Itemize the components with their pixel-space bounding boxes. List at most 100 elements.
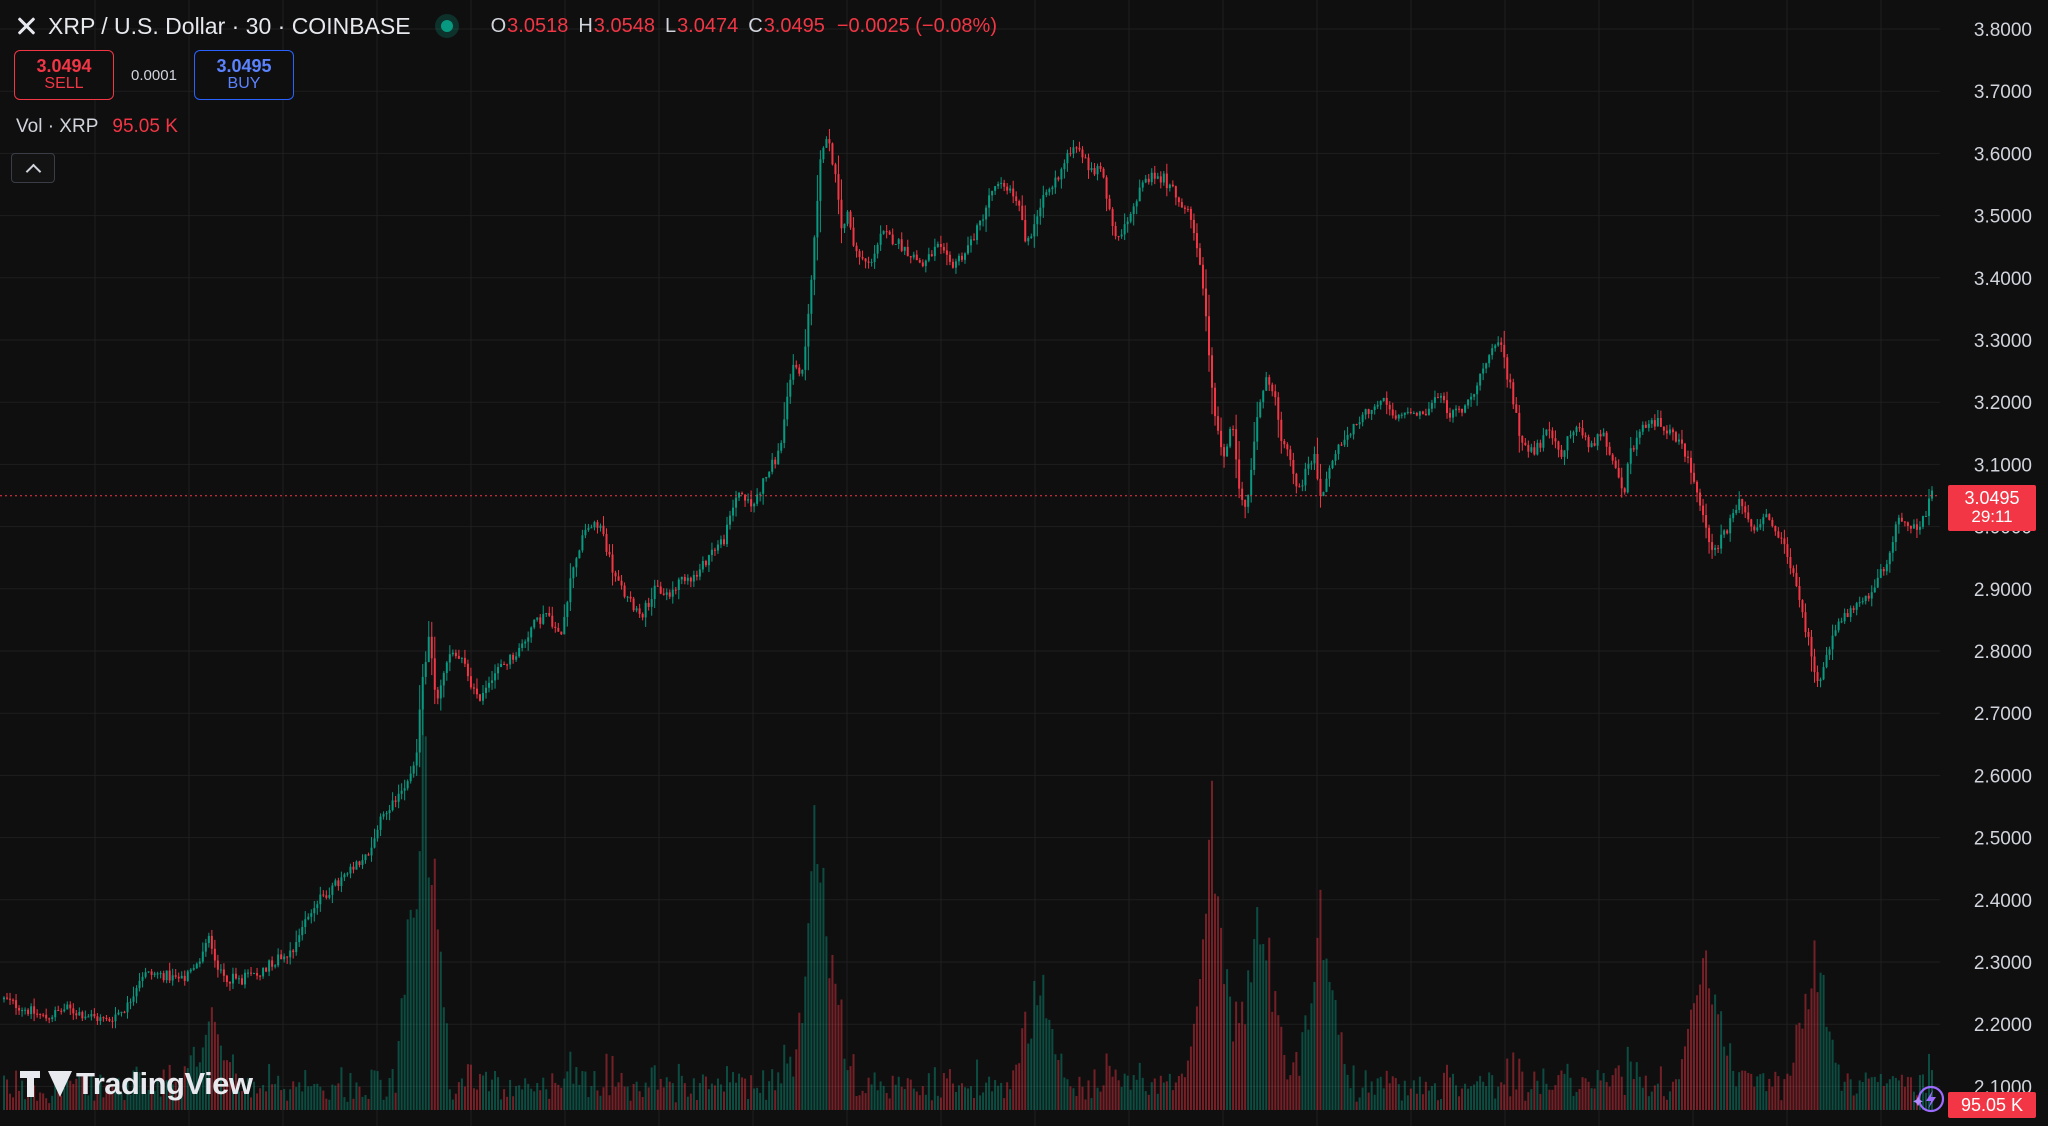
volume-bar (1427, 1090, 1430, 1110)
candle-body (1653, 420, 1656, 427)
candle-body (237, 978, 240, 980)
volume-bar (253, 1081, 256, 1110)
volume-bar (1470, 1086, 1473, 1110)
tradingview-logo[interactable]: TradingView (20, 1066, 253, 1102)
candle-body (1247, 494, 1250, 507)
volume-bar (915, 1091, 918, 1110)
candle-body (994, 186, 997, 191)
volume-bar (174, 1081, 177, 1110)
candle-body (69, 1004, 72, 1009)
volume-bar (1515, 1089, 1518, 1110)
volume-bar (1554, 1085, 1557, 1110)
volume-bar (536, 1082, 539, 1110)
candle-body (1126, 221, 1129, 225)
volume-legend[interactable]: Vol · XRP 95.05 K (16, 116, 178, 138)
candle-body (1536, 442, 1539, 455)
volume-bar (656, 1089, 659, 1110)
candle-body (1208, 316, 1210, 356)
volume-bar (614, 1086, 617, 1110)
volume-bar (1355, 1101, 1358, 1110)
volume-bar (1900, 1074, 1903, 1110)
volume-bar (948, 1069, 951, 1110)
candle-body (732, 507, 735, 516)
volume-bar (759, 1092, 762, 1110)
volume-bar (18, 1090, 21, 1110)
volume-bar (1024, 1011, 1027, 1110)
collapse-legend-button[interactable] (11, 153, 55, 183)
volume-bar (228, 1062, 231, 1110)
volume-bar (976, 1059, 979, 1110)
volume-bar (1680, 1059, 1683, 1110)
volume-bar (957, 1085, 960, 1110)
buy-button[interactable]: 3.0495 BUY (194, 50, 294, 100)
candle-body (807, 313, 810, 347)
price-axis[interactable]: 3.8000 3.7000 3.6000 3.5000 3.4000 3.3000 3.20… (1974, 20, 2032, 1098)
high-value: 3.0548 (593, 14, 655, 37)
volume-bar (1223, 984, 1226, 1110)
candle-body (825, 139, 828, 148)
candle-body (1075, 147, 1078, 149)
volume-bar (753, 1088, 756, 1110)
volume-bar (1464, 1083, 1467, 1110)
volume-bar (75, 1078, 78, 1110)
candle-body (1846, 613, 1849, 618)
low-value: 3.0474 (677, 14, 739, 37)
volume-bar (1117, 1080, 1120, 1110)
candle-body (1873, 587, 1876, 593)
candle-body (912, 254, 915, 258)
candle-body (1858, 602, 1861, 604)
candle-body (719, 539, 722, 545)
sell-button[interactable]: 3.0494 SELL (14, 50, 114, 100)
candle-body (903, 246, 906, 251)
candle-body (801, 369, 804, 374)
spread-value: 0.0001 (131, 66, 177, 84)
candle-body (1135, 201, 1138, 207)
volume-bar (518, 1085, 521, 1110)
volume-bar (1126, 1075, 1129, 1110)
volume-bar (1174, 1082, 1177, 1110)
candle-body (412, 765, 415, 774)
volume-bar (6, 1079, 9, 1110)
volume-bar (777, 1072, 780, 1110)
candle-body (632, 598, 635, 611)
volume-bar (460, 1078, 463, 1110)
volume-bar (1385, 1070, 1388, 1110)
candle-body (210, 935, 213, 949)
sparkle-lightning-icon[interactable] (1912, 1082, 1946, 1116)
volume-bar (1735, 1086, 1738, 1110)
volume-bar (448, 1089, 451, 1110)
symbol-header: XRP / U.S. Dollar · 30 · COINBASE O 3.05… (14, 10, 997, 42)
volume-bar (542, 1077, 545, 1110)
volume-bar (1063, 1077, 1066, 1110)
symbol-title[interactable]: XRP / U.S. Dollar · 30 · COINBASE (48, 12, 411, 39)
volume-bar (12, 1097, 15, 1110)
volume-bar (1099, 1091, 1102, 1110)
candle-body (385, 813, 388, 815)
candle-body (349, 866, 352, 874)
volume-bar (587, 1097, 590, 1110)
candle-body (650, 599, 653, 607)
candle-body (1659, 417, 1662, 427)
candle-body (147, 971, 150, 973)
candle-body (1494, 345, 1497, 349)
volume-bar (1214, 893, 1217, 1110)
candle-body (207, 935, 210, 944)
candle-body (768, 471, 771, 477)
candle-body (1325, 478, 1328, 492)
candle-body (1614, 460, 1617, 468)
candle-body (1545, 429, 1548, 436)
candle-body (894, 244, 897, 246)
volume-bar (1741, 1070, 1744, 1110)
volume-bar (560, 1087, 563, 1110)
candle-body (1370, 410, 1373, 414)
volume-bar (454, 1093, 457, 1110)
candle-body (524, 641, 527, 644)
volume-bar (277, 1075, 280, 1110)
candle-body (126, 1002, 129, 1013)
candle-body (1617, 467, 1620, 478)
candle-body (1500, 342, 1503, 345)
volume-bar (406, 919, 409, 1110)
candle-body (1485, 363, 1488, 369)
candle-body (475, 688, 478, 695)
